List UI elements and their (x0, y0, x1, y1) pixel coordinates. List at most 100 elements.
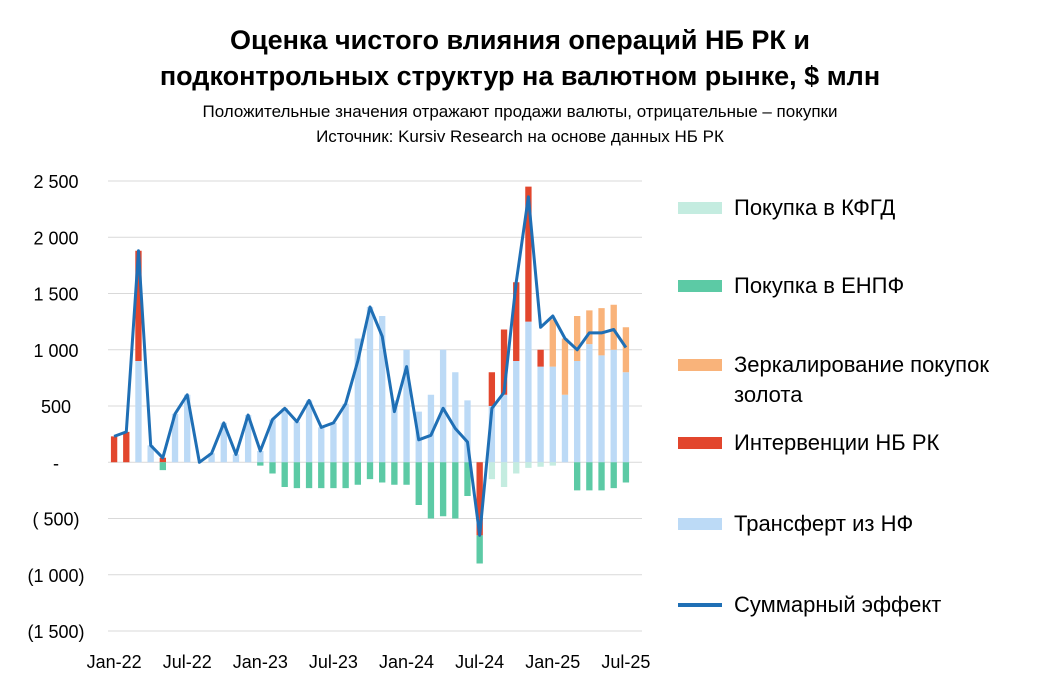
bar-enpf (354, 462, 361, 485)
legend-item-interv: Интервенции НБ РК (678, 428, 1028, 458)
bar-transfer (537, 366, 544, 463)
bar-transfer (293, 421, 301, 463)
y-tick-label: 2 000 (33, 228, 78, 248)
bar-gold (610, 304, 617, 350)
bar-kfgd (525, 462, 532, 468)
bar-transfer (244, 415, 252, 463)
bar-enpf (573, 462, 581, 491)
y-tick-label: (1 000) (27, 566, 84, 586)
bar-enpf (257, 462, 264, 466)
x-tick-label: Jul-25 (601, 652, 650, 672)
x-tick-label: Jul-23 (309, 652, 358, 672)
bar-interv (537, 349, 544, 367)
y-tick-label: - (53, 453, 59, 473)
bar-transfer (573, 361, 581, 463)
bar-enpf (305, 462, 313, 489)
bar-kfgd (488, 462, 496, 480)
bar-transfer (330, 422, 337, 463)
y-tick-label: 1 000 (33, 341, 78, 361)
bar-transfer (366, 307, 374, 463)
y-axis-labels: 2 500 2 000 1 500 1 000 500 - ( 500) (1 000) (1 … (27, 172, 84, 642)
bar-transfer (427, 394, 435, 463)
bar-enpf (598, 462, 605, 491)
chart-subtitle: Положительные значения отражают продажи … (202, 102, 838, 121)
bar-transfer (171, 413, 179, 463)
bar-transfer (500, 394, 508, 463)
bar-enpf (379, 462, 386, 483)
bar-enpf (476, 535, 483, 564)
x-tick-label: Jan-23 (233, 652, 288, 672)
bar-kfgd (500, 462, 508, 487)
bar-kfgd (549, 462, 556, 466)
legend-item-kfgd: Покупка в КФГД (678, 193, 1028, 223)
x-tick-label: Jan-24 (379, 652, 434, 672)
legend-swatch (678, 359, 722, 371)
chart-title-line-1: Оценка чистого влияния операций НБ РК и (229, 25, 810, 55)
bar-interv (159, 457, 167, 463)
x-tick-label: Jan-25 (525, 652, 580, 672)
legend-item-gold: Зеркалирование покупок золота (678, 350, 1028, 410)
legend-item-transfer: Трансферт из НФ (678, 509, 1028, 539)
bar-enpf (281, 462, 288, 487)
bar-transfer (232, 454, 240, 463)
legend-swatch (678, 437, 722, 449)
legend-label: Покупка в КФГД (734, 195, 896, 220)
bar-transfer (452, 372, 459, 463)
bar-kfgd (513, 462, 520, 474)
legend-swatch (678, 518, 722, 530)
bar-transfer (561, 394, 569, 463)
bar-transfer (147, 445, 154, 463)
bar-transfer (622, 372, 630, 463)
bar-transfer (184, 394, 191, 463)
bar-transfer (513, 361, 520, 463)
bar-transfer (391, 400, 398, 463)
bar-transfer (257, 451, 264, 463)
bar-enpf (610, 462, 617, 489)
bar-enpf (622, 462, 630, 483)
x-tick-label: Jul-22 (163, 652, 212, 672)
y-tick-label: 500 (41, 397, 71, 417)
bar-enpf (452, 462, 459, 519)
bar-transfer (525, 321, 532, 463)
legend-label: Покупка в ЕНПФ (734, 273, 905, 298)
y-tick-label: 1 500 (33, 285, 78, 305)
bar-transfer (598, 355, 605, 463)
bar-transfer (610, 349, 617, 463)
chart-source: Источник: Kursiv Research на основе данн… (316, 127, 724, 146)
legend-swatch (678, 202, 722, 214)
bar-enpf (403, 462, 410, 485)
bar-enpf (586, 462, 593, 491)
bar-transfer (135, 361, 142, 463)
bar-transfer (549, 366, 556, 463)
bar-enpf (293, 462, 301, 489)
bar-transfer (488, 406, 496, 463)
bar-transfer (403, 349, 410, 463)
bar-gold (561, 338, 569, 395)
y-tick-label: ( 500) (32, 510, 79, 530)
bar-transfer (318, 427, 325, 463)
bar-transfer (208, 453, 215, 463)
bar-interv (500, 329, 508, 395)
bar-gold (586, 310, 593, 345)
legend-item-total: Суммарный эффект (678, 590, 1028, 620)
y-tick-label: (1 500) (27, 622, 84, 642)
bars (110, 186, 630, 564)
chart-title-line-2: подконтрольных структур на валютном рынк… (159, 61, 881, 91)
bar-gold (573, 316, 581, 361)
legend-label: Суммарный эффект (734, 592, 942, 617)
bar-transfer (342, 403, 349, 463)
bar-interv (476, 462, 483, 536)
x-axis-labels: Jan-22 Jul-22 Jan-23 Jul-23 Jan-24 Jul-24 Jan-… (87, 652, 651, 672)
bar-interv (488, 372, 496, 406)
legend-label: Зеркалирование покупок золота (734, 352, 989, 407)
legend-label: Интервенции НБ РК (734, 430, 940, 455)
bar-enpf (342, 462, 349, 489)
bar-enpf (330, 462, 337, 489)
bar-enpf (391, 462, 398, 485)
bar-interv (110, 436, 118, 463)
bar-kfgd (537, 462, 544, 467)
bar-enpf (439, 462, 447, 517)
legend-swatch (678, 603, 722, 607)
x-tick-label: Jan-22 (87, 652, 142, 672)
bar-transfer (354, 338, 361, 463)
